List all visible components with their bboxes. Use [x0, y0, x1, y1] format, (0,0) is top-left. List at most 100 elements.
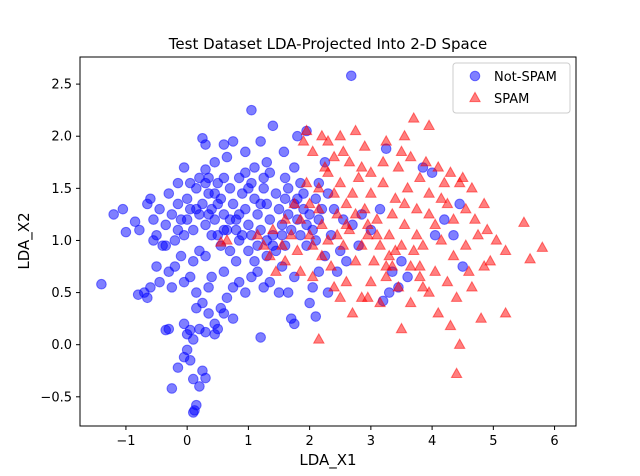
- data-point: [294, 265, 307, 276]
- data-point: [187, 224, 199, 236]
- x-tick-label: 6: [550, 434, 558, 449]
- data-point: [374, 296, 387, 308]
- data-point: [282, 287, 294, 298]
- data-point: [364, 186, 377, 198]
- data-point: [374, 203, 386, 215]
- data-point: [321, 166, 335, 177]
- data-point: [380, 270, 393, 282]
- y-tick-label: 1.0: [51, 234, 72, 249]
- data-point: [288, 197, 301, 209]
- data-point: [303, 197, 316, 209]
- data-point: [441, 275, 454, 287]
- data-point: [334, 291, 347, 302]
- data-point: [413, 259, 426, 271]
- data-point: [163, 323, 175, 335]
- data-point: [148, 235, 159, 246]
- data-point: [279, 212, 292, 224]
- data-point: [349, 124, 362, 136]
- data-point: [392, 160, 405, 172]
- data-point: [255, 136, 266, 147]
- data-point: [294, 212, 307, 224]
- axes-frame: [79, 56, 577, 427]
- data-point: [278, 146, 290, 158]
- data-point: [282, 183, 294, 194]
- data-point: [306, 145, 319, 156]
- data-point: [307, 282, 318, 293]
- data-point: [172, 177, 184, 189]
- data-point: [209, 156, 221, 168]
- data-point: [142, 292, 153, 304]
- data-point: [221, 151, 233, 163]
- data-point: [459, 239, 472, 250]
- data-point: [447, 212, 460, 224]
- data-point: [154, 276, 165, 288]
- data-point: [191, 203, 202, 215]
- data-point: [453, 176, 466, 188]
- data-point: [166, 383, 178, 394]
- data-point: [266, 223, 279, 235]
- data-point: [438, 176, 451, 188]
- data-point: [448, 229, 459, 241]
- data-point: [220, 233, 233, 245]
- data-point: [148, 214, 159, 225]
- data-point: [187, 334, 199, 345]
- y-tick-label: 1.5: [51, 182, 72, 197]
- data-point: [233, 209, 245, 220]
- data-point: [392, 280, 405, 292]
- data-point: [227, 313, 239, 324]
- data-point: [315, 129, 328, 141]
- data-point: [252, 266, 263, 278]
- data-point: [200, 219, 211, 231]
- data-point: [312, 332, 325, 344]
- data-point: [454, 198, 465, 210]
- data-point: [300, 124, 313, 136]
- data-point: [224, 245, 236, 257]
- data-point: [270, 188, 282, 199]
- data-point: [306, 270, 319, 282]
- data-point: [413, 171, 426, 183]
- legend-label-not-spam: Not-SPAM: [494, 70, 557, 85]
- legend-marker-spam: [468, 91, 482, 103]
- data-point: [349, 254, 362, 266]
- data-point: [276, 239, 289, 250]
- data-point: [276, 229, 288, 241]
- legend-circle-marker: [469, 70, 481, 82]
- data-point: [304, 209, 315, 220]
- data-point: [404, 259, 417, 271]
- data-point: [249, 162, 260, 173]
- data-point: [346, 186, 359, 198]
- legend-frame: [452, 62, 571, 114]
- data-point: [334, 129, 347, 141]
- data-point: [304, 297, 315, 309]
- data-point: [410, 228, 423, 240]
- data-point: [224, 183, 236, 194]
- x-tick-label: 5: [489, 434, 497, 449]
- data-point: [346, 306, 359, 318]
- data-point: [481, 223, 494, 235]
- data-point: [407, 244, 420, 256]
- y-axis-ticks: −0.5 0.0 0.5 1.0 1.5 2.0 2.5: [40, 78, 80, 405]
- data-point: [416, 280, 429, 292]
- data-point: [184, 271, 196, 283]
- data-point: [389, 244, 402, 256]
- data-point: [172, 224, 184, 236]
- data-point: [358, 202, 371, 214]
- data-point: [209, 188, 221, 199]
- data-point: [203, 209, 214, 220]
- data-point: [349, 207, 362, 219]
- data-point: [450, 367, 463, 379]
- data-point: [240, 146, 251, 158]
- data-point: [389, 192, 402, 203]
- data-point: [401, 181, 414, 193]
- data-point: [328, 150, 341, 162]
- data-point: [358, 140, 371, 151]
- data-point: [230, 256, 242, 267]
- data-point: [264, 167, 276, 179]
- data-point: [285, 228, 298, 240]
- data-point: [462, 265, 475, 276]
- data-point: [331, 207, 344, 219]
- data-point: [398, 197, 411, 209]
- data-point: [203, 308, 214, 319]
- data-point: [257, 239, 270, 250]
